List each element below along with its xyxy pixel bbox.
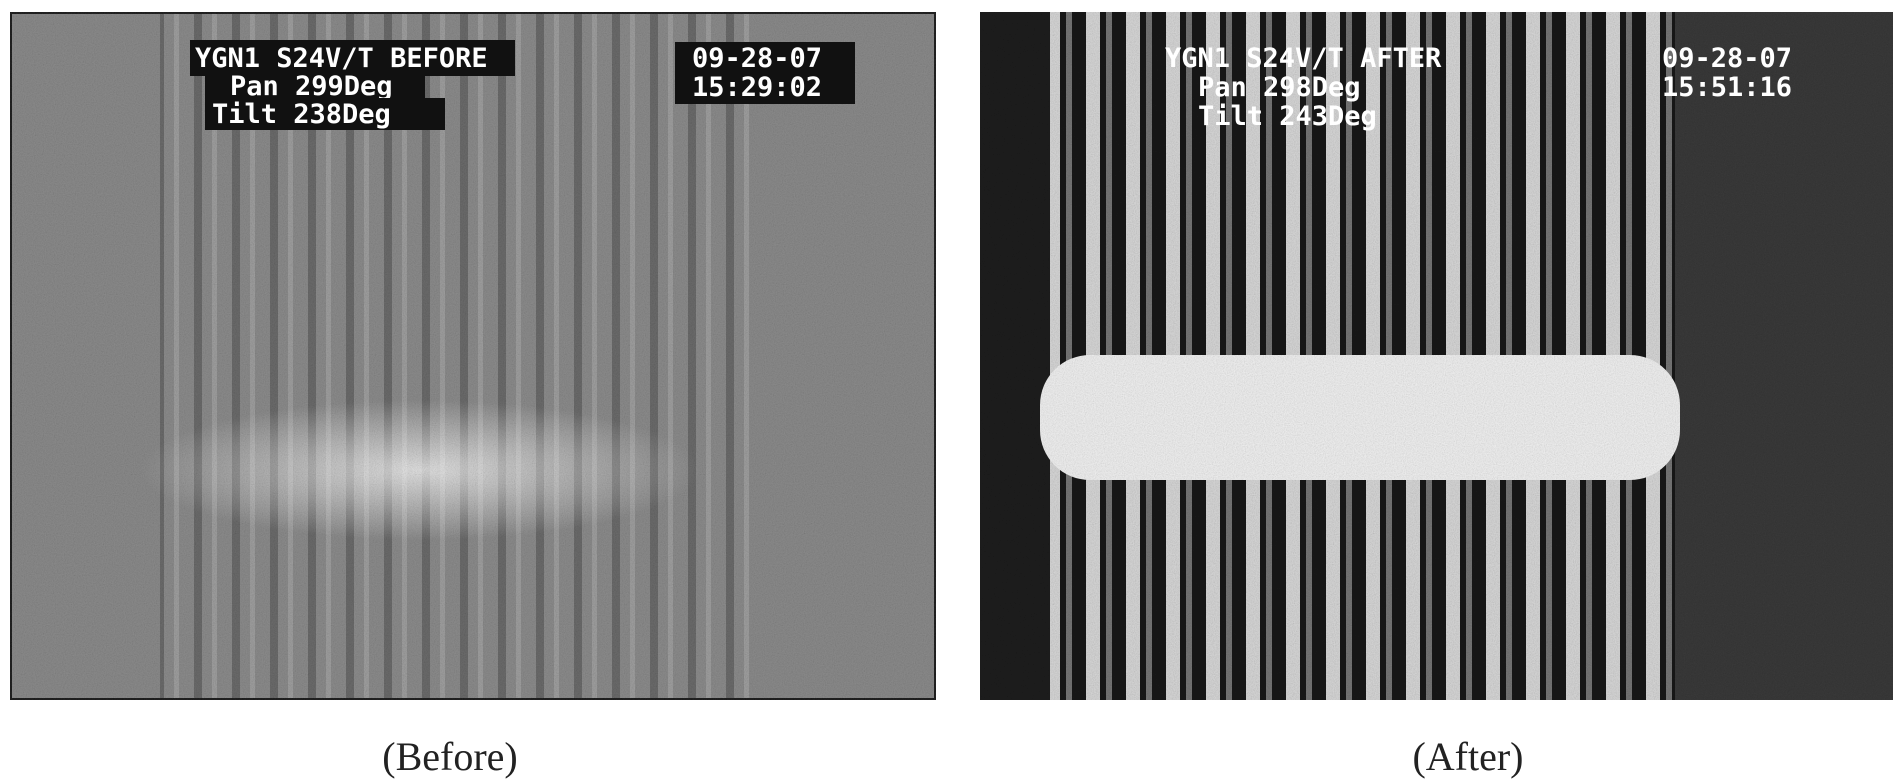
- osd-pan: Pan 299Deg: [230, 71, 393, 102]
- osd-tilt: Tilt 243Deg: [1198, 101, 1377, 132]
- caption: (Before): [382, 734, 517, 779]
- dark-region: [1675, 12, 1893, 700]
- before-frame: [10, 12, 936, 700]
- after-frame: [980, 12, 1893, 700]
- osd-date: 09-28-07: [1662, 43, 1792, 74]
- bright-band: [1040, 355, 1680, 480]
- osd-time: 15:29:02: [692, 72, 822, 103]
- figure: YGN1 S24V/T BEFORE Pan 299Deg Tilt 238De…: [0, 0, 1893, 782]
- osd-date: 09-28-07: [692, 43, 822, 74]
- osd-camera: YGN1 S24V/T BEFORE: [195, 43, 488, 74]
- osd-camera: YGN1 S24V/T AFTER: [1165, 43, 1442, 74]
- glow-band: [140, 400, 700, 540]
- osd-time: 15:51:16: [1662, 72, 1792, 103]
- osd-tilt: Tilt 238Deg: [212, 99, 391, 130]
- caption: (After): [1412, 734, 1523, 779]
- osd-pan: Pan 298Deg: [1198, 72, 1361, 103]
